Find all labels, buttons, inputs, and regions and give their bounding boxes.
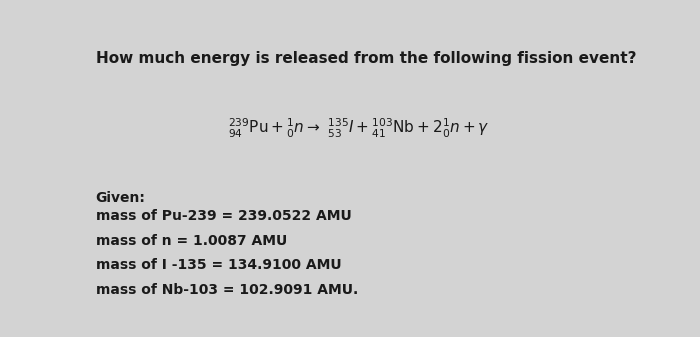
Text: $^{239}_{94}\mathrm{Pu} + ^{1}_{0}n \rightarrow\ ^{135}_{53}I + ^{103}_{41}\math: $^{239}_{94}\mathrm{Pu} + ^{1}_{0}n \rig… [228,117,489,140]
Text: mass of n = 1.0087 AMU: mass of n = 1.0087 AMU [96,234,287,248]
Text: How much energy is released from the following fission event?: How much energy is released from the fol… [96,51,636,66]
Text: Given:: Given: [96,191,146,205]
Text: mass of Nb-103 = 102.9091 AMU.: mass of Nb-103 = 102.9091 AMU. [96,283,358,297]
Text: mass of I -135 = 134.9100 AMU: mass of I -135 = 134.9100 AMU [96,258,342,272]
Text: mass of Pu-239 = 239.0522 AMU: mass of Pu-239 = 239.0522 AMU [96,209,351,223]
